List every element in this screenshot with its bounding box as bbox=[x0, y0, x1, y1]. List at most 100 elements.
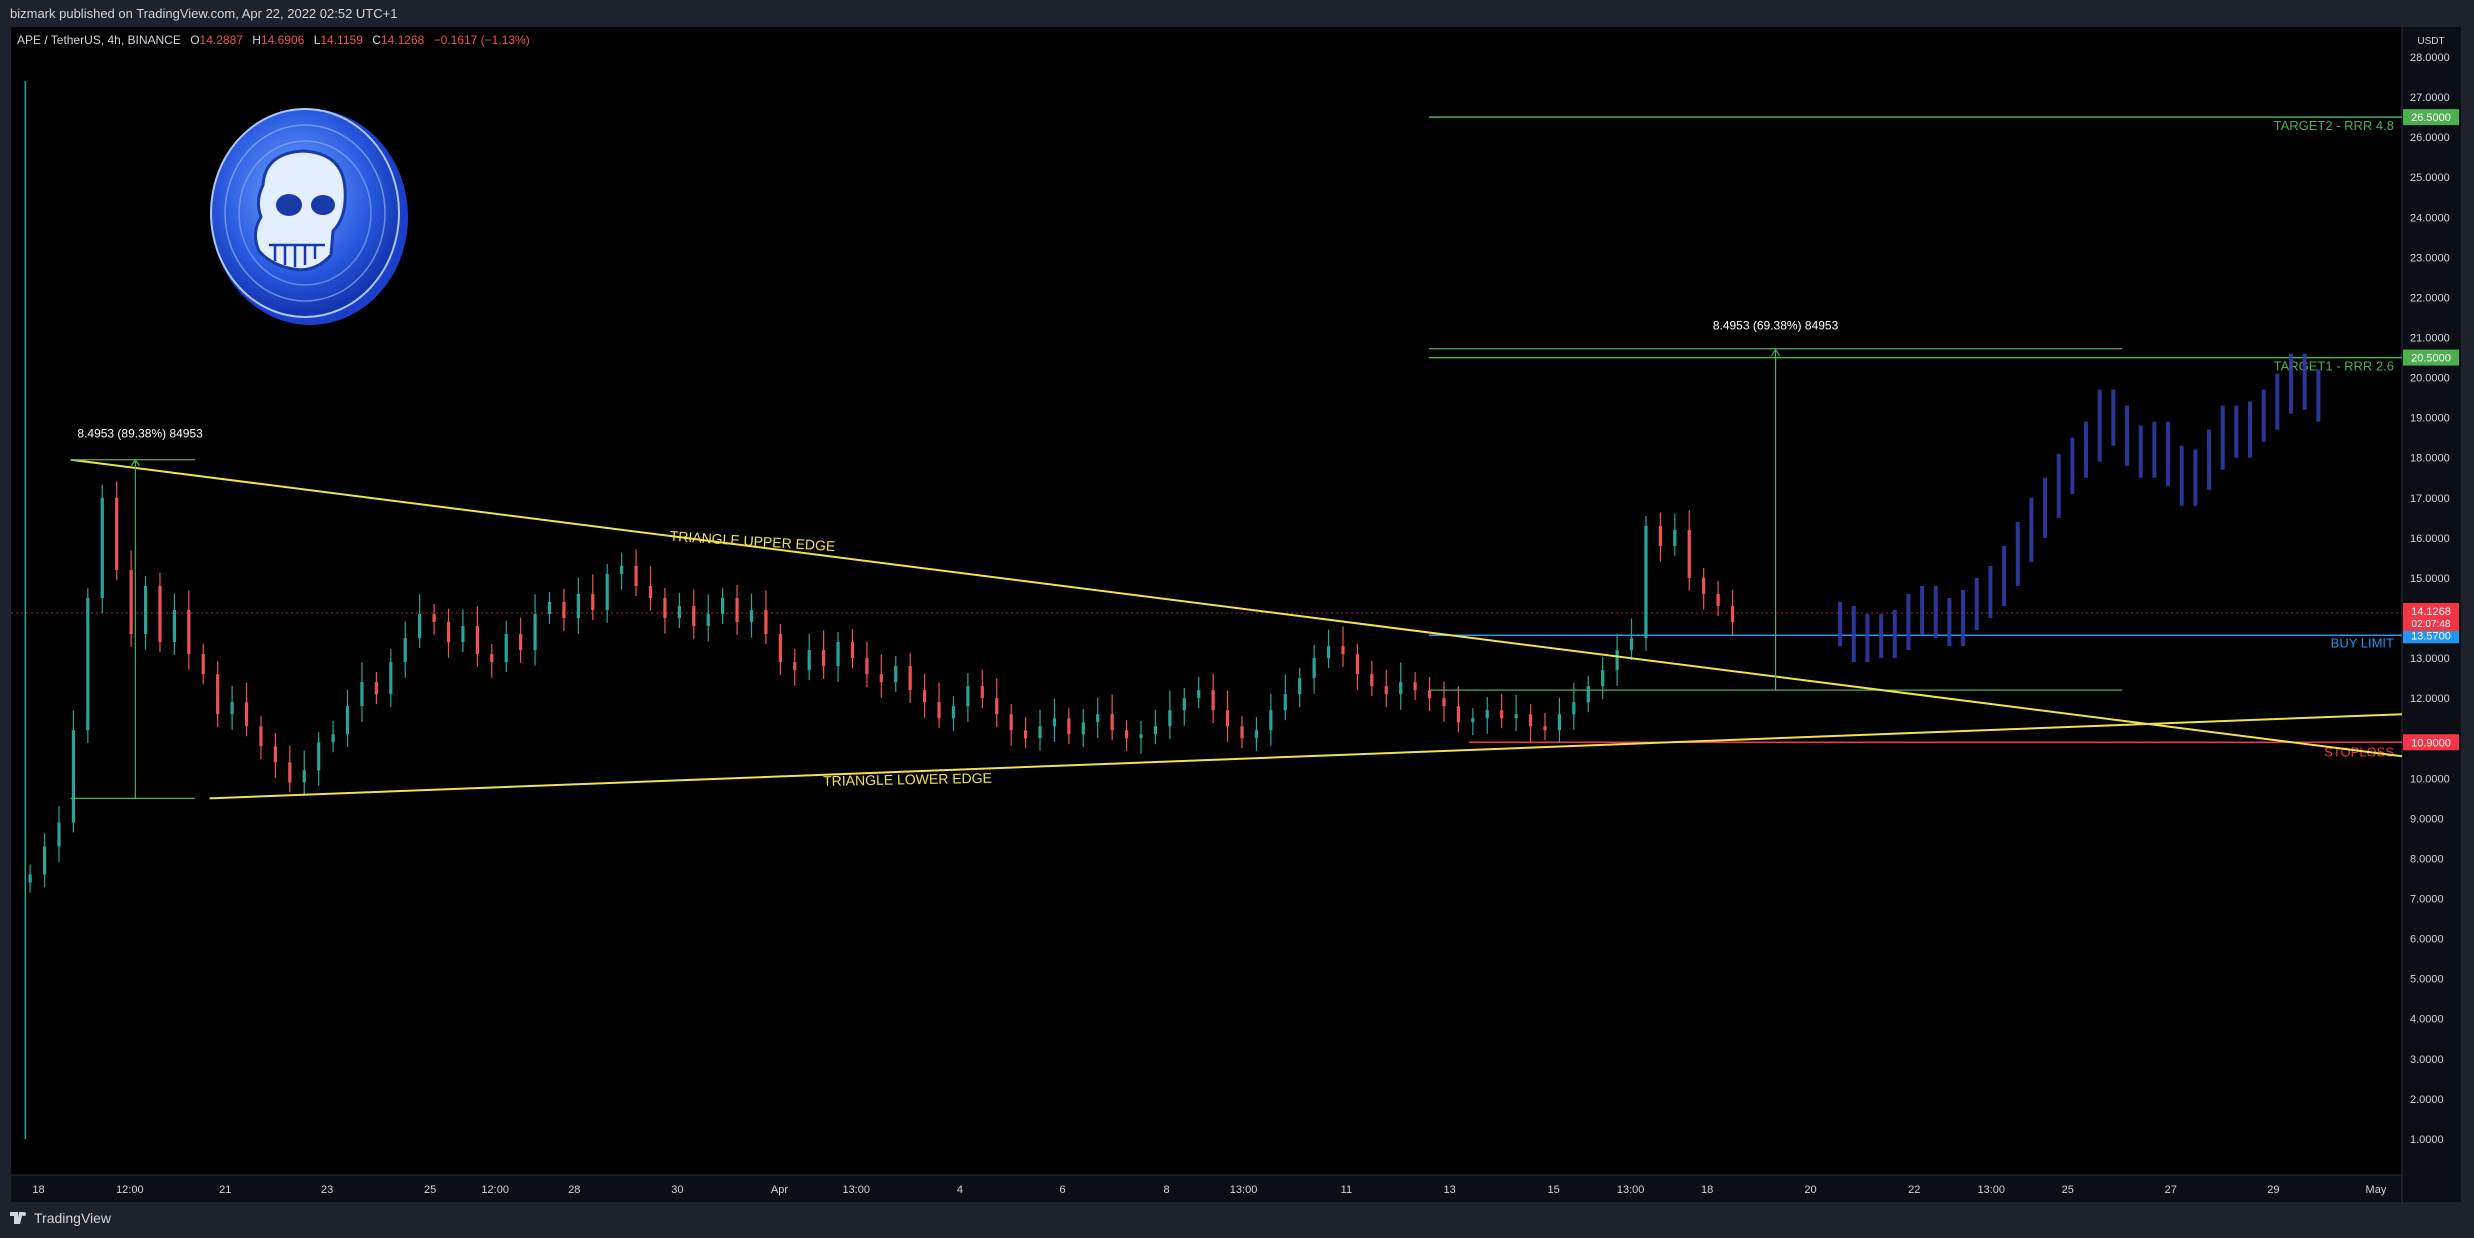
candle-body bbox=[1240, 726, 1244, 739]
candle bbox=[1052, 698, 1057, 742]
time-axis[interactable]: 18 12:00 21 23 25 12:00 28 30 Apr 13:00 4 6 8 13:00 11… bbox=[32, 1184, 2386, 1196]
candle bbox=[129, 550, 133, 647]
candle bbox=[1601, 656, 1605, 699]
candle bbox=[317, 732, 321, 786]
candle-body bbox=[908, 666, 912, 691]
candle-body bbox=[1658, 525, 1662, 546]
candle bbox=[923, 673, 927, 718]
candle bbox=[1225, 690, 1230, 742]
candle bbox=[1312, 644, 1316, 694]
candle bbox=[1485, 696, 1489, 734]
candle bbox=[1528, 704, 1533, 742]
candles bbox=[24, 81, 1735, 1139]
candle-body bbox=[951, 706, 956, 719]
candle-body bbox=[143, 585, 148, 635]
projection-bar bbox=[2097, 389, 2102, 462]
candle-body bbox=[634, 565, 638, 586]
candle bbox=[1687, 510, 1691, 591]
candle-body bbox=[966, 686, 970, 707]
legend-h-label: H bbox=[252, 33, 261, 47]
candle bbox=[1399, 662, 1403, 710]
publish-header: bizmark published on TradingView.com, Ap… bbox=[0, 0, 2474, 28]
candle-body bbox=[389, 662, 393, 695]
candle-body bbox=[1413, 682, 1417, 691]
candle-body bbox=[1211, 690, 1215, 711]
projection-bar bbox=[2125, 405, 2130, 466]
target2-label: TARGET2 - RRR 4.8 bbox=[2274, 118, 2394, 133]
projection-bar bbox=[2138, 425, 2143, 478]
price-axis[interactable]: 28.0000 27.0000 26.0000 25.0000 24.0000 23.00… bbox=[2410, 52, 2450, 1146]
candle-body bbox=[259, 726, 263, 747]
candle bbox=[1644, 515, 1648, 651]
candle-body bbox=[749, 610, 754, 623]
price-tags: 26.5000 20.5000 13.5700 10.9000 14.126802:07… bbox=[2403, 109, 2459, 751]
candle-body bbox=[158, 585, 162, 643]
time-tick: 13:00 bbox=[1977, 1184, 2005, 1196]
tradingview-logo[interactable]: TradingView bbox=[10, 1210, 111, 1226]
candle-body bbox=[793, 662, 797, 671]
triangle-lower-edge bbox=[209, 713, 2403, 800]
candle bbox=[591, 574, 595, 621]
price-tick: 18.0000 bbox=[2410, 453, 2450, 465]
candle-body bbox=[1326, 646, 1331, 659]
candle bbox=[28, 864, 32, 893]
legend-h: 14.6906 bbox=[261, 33, 305, 47]
candle-body bbox=[1168, 710, 1172, 727]
candle-body bbox=[1081, 722, 1085, 735]
candle-body bbox=[1023, 730, 1028, 739]
target2-tag: 26.5000 bbox=[2411, 112, 2451, 124]
candle bbox=[360, 662, 364, 722]
candle-body bbox=[1687, 529, 1691, 578]
price-tick: 20.0000 bbox=[2410, 373, 2450, 385]
candle bbox=[519, 617, 523, 663]
candle bbox=[288, 745, 292, 793]
candle-body bbox=[1312, 658, 1316, 679]
candle-body bbox=[519, 634, 523, 651]
legend-c-label: C bbox=[372, 33, 381, 47]
candle bbox=[735, 584, 739, 635]
candle-body bbox=[1153, 726, 1158, 735]
price-chart[interactable]: 28.0000 27.0000 26.0000 25.0000 24.0000 23.00… bbox=[11, 27, 2461, 1203]
candle-body bbox=[605, 573, 609, 611]
candle bbox=[605, 563, 609, 623]
candle-body bbox=[778, 634, 782, 663]
candle-body bbox=[822, 650, 826, 667]
footer-brand: TradingView bbox=[34, 1210, 112, 1226]
projection-bar bbox=[1974, 577, 1979, 631]
current-price-tag: 14.1268 bbox=[2411, 606, 2451, 618]
candle bbox=[1081, 708, 1085, 748]
price-tick: 9.0000 bbox=[2410, 813, 2444, 825]
time-tick: 18 bbox=[32, 1184, 44, 1196]
candle bbox=[1442, 681, 1446, 722]
candle-body bbox=[172, 610, 176, 643]
candle-body bbox=[980, 686, 984, 699]
candle bbox=[1384, 669, 1388, 707]
candle-body bbox=[706, 614, 710, 627]
time-tick: 13:00 bbox=[842, 1184, 870, 1196]
candle-body bbox=[244, 702, 249, 727]
candle-body bbox=[1269, 710, 1273, 731]
candle-body bbox=[865, 658, 869, 675]
candle bbox=[677, 592, 681, 629]
candle bbox=[879, 654, 883, 698]
time-tick: 23 bbox=[321, 1184, 333, 1196]
candle-body bbox=[1500, 710, 1504, 719]
measure-left-label: 8.4953 (89.38%) 84953 bbox=[77, 427, 203, 441]
candle-body bbox=[1629, 638, 1634, 651]
candle bbox=[1197, 676, 1201, 709]
candle-body bbox=[432, 614, 436, 623]
projection-bar bbox=[2248, 401, 2253, 458]
projection-bar bbox=[2084, 421, 2089, 478]
price-tick: 23.0000 bbox=[2410, 252, 2450, 264]
candle bbox=[244, 682, 249, 737]
time-tick: 13:00 bbox=[1230, 1184, 1258, 1196]
candle-body bbox=[1456, 706, 1461, 723]
candle bbox=[995, 678, 999, 728]
candle-body bbox=[1110, 714, 1114, 731]
candle-body bbox=[374, 682, 378, 695]
projection-bar bbox=[2056, 453, 2061, 518]
candle-body bbox=[345, 706, 350, 735]
time-tick: 8 bbox=[1164, 1184, 1170, 1196]
candle bbox=[1096, 697, 1100, 738]
stoploss-tag-bg bbox=[2403, 734, 2459, 751]
